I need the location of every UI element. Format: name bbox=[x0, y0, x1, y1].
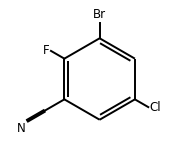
Text: N: N bbox=[17, 122, 25, 135]
Text: F: F bbox=[43, 44, 49, 57]
Text: Br: Br bbox=[93, 8, 106, 21]
Text: Cl: Cl bbox=[150, 101, 162, 114]
